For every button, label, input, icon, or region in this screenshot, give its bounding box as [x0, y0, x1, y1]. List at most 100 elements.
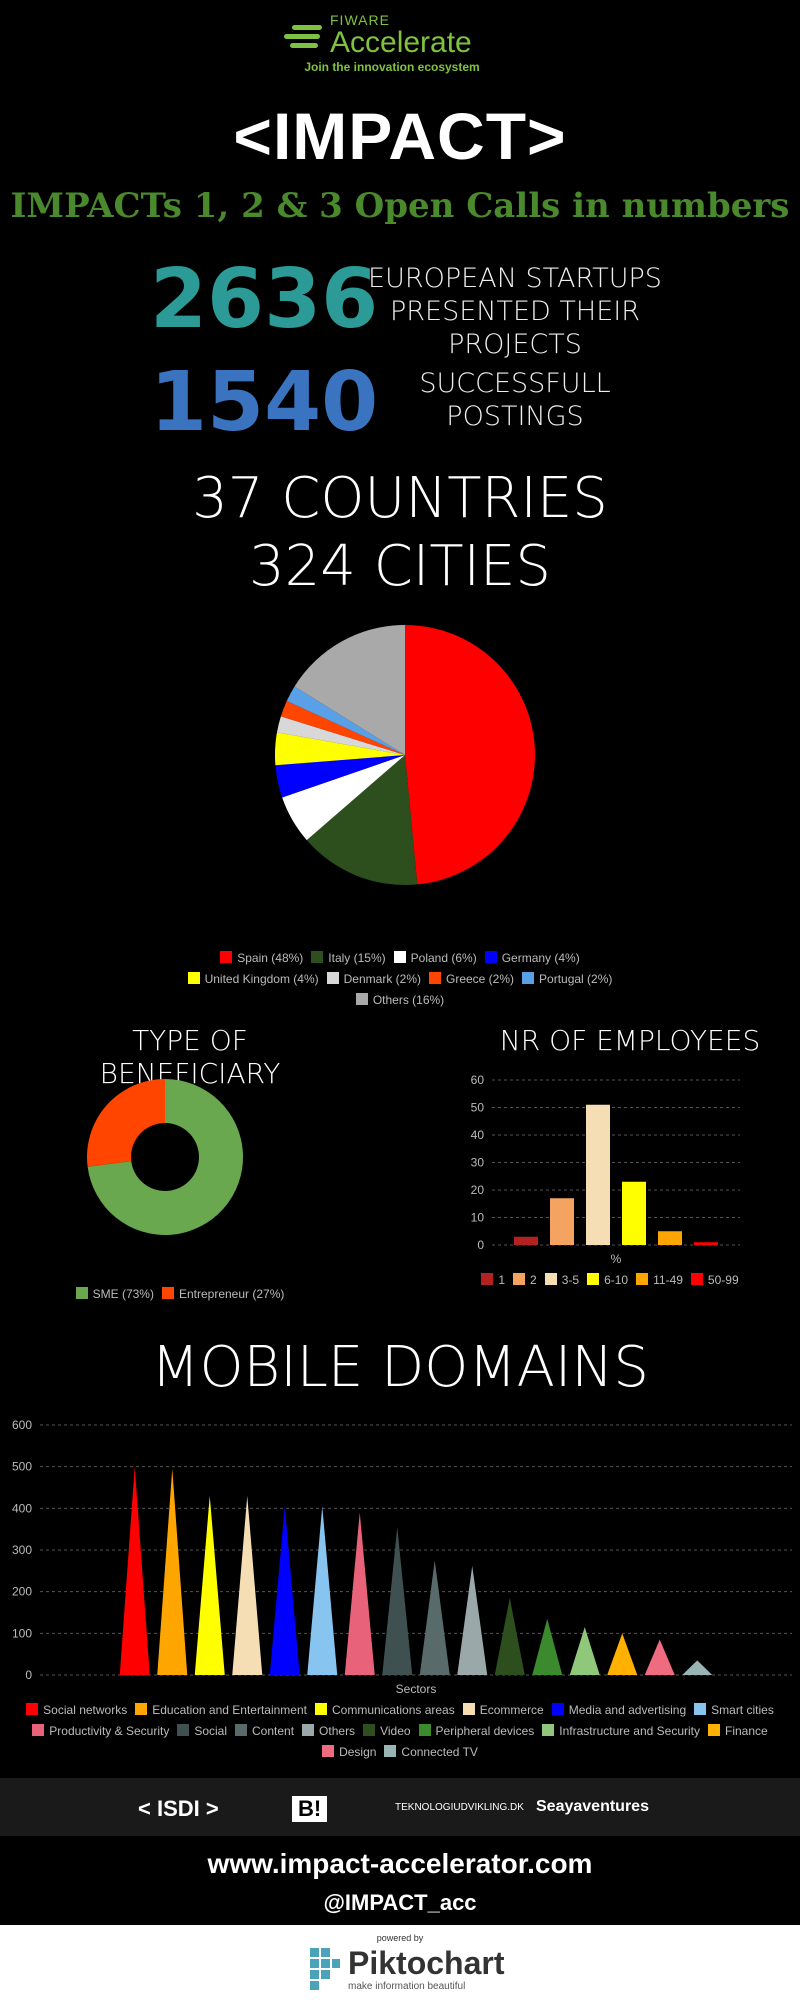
- legend-item-germany: Germany (4%): [484, 948, 580, 969]
- y-tick-label: 40: [471, 1128, 485, 1142]
- legend-label: Infrastructure and Security: [559, 1724, 700, 1738]
- legend-item-united-kingdom: United Kingdom (4%): [187, 969, 319, 990]
- mobile-domains-chart: 0 100 200 300 400 500 600 Sectors: [12, 1418, 792, 1696]
- legend-item-communications-areas: Communications areas: [315, 1700, 455, 1721]
- y-tick-label: 300: [12, 1543, 32, 1557]
- legend-item-portugal: Portugal (2%): [522, 969, 612, 990]
- legend-item-connected-tv: Connected TV: [384, 1742, 478, 1763]
- legend-swatch: [322, 1745, 335, 1757]
- sponsor-isdi: < ISDI >: [138, 1796, 219, 1821]
- x-axis-label: Sectors: [396, 1682, 437, 1696]
- legend-item-spain: Spain (48%): [220, 948, 303, 969]
- legend-label: Entrepreneur (27%): [178, 1287, 285, 1301]
- bar-design: [644, 1639, 675, 1675]
- page-title: <IMPACT>: [233, 99, 567, 173]
- bar-2: [550, 1198, 574, 1245]
- slice-italy: [306, 755, 418, 885]
- bar-connected-tv: [682, 1660, 713, 1675]
- beneficiary-donut-chart: [87, 1079, 243, 1235]
- stat-postings-label-line1: SUCCESSFULL: [419, 368, 611, 399]
- sponsors-band: [0, 1778, 800, 1836]
- legend-swatch: [177, 1724, 190, 1736]
- y-tick-label: 0: [25, 1668, 32, 1682]
- legend-label: Others: [319, 1724, 356, 1738]
- legend-swatch: [393, 951, 406, 963]
- legend-item-ecommerce: Ecommerce: [462, 1700, 544, 1721]
- bar-6-10: [622, 1181, 646, 1245]
- legend-item-education-and-entertainment: Education and Entertainment: [135, 1700, 307, 1721]
- legend-item-social: Social: [177, 1721, 227, 1742]
- legend-label: Denmark (2%): [343, 972, 421, 986]
- legend-swatch: [32, 1724, 45, 1736]
- legend-swatch: [355, 993, 368, 1005]
- legend-label: Finance: [725, 1724, 768, 1738]
- legend-label: Peripheral devices: [435, 1724, 535, 1738]
- logo-brand: FIWARE: [330, 12, 390, 28]
- legend-swatch: [418, 1724, 431, 1736]
- beneficiary-title: TYPE OF BENEFICIARY: [99, 1024, 281, 1090]
- legend-swatch: [363, 1724, 376, 1736]
- beneficiary-legend: SME (73%) Entrepreneur (27%): [30, 1284, 330, 1305]
- legend-label: Productivity & Security: [49, 1724, 170, 1738]
- legend-swatch: [311, 951, 324, 963]
- legend-item-others: Others: [302, 1721, 355, 1742]
- piktochart-logo-text[interactable]: Piktochart: [348, 1945, 505, 1981]
- legend-item-50-99: 50-99: [690, 1270, 739, 1291]
- legend-item-greece: Greece (2%): [429, 969, 514, 990]
- website-link[interactable]: www.impact-accelerator.com: [207, 1848, 593, 1879]
- y-tick-label: 600: [12, 1418, 32, 1432]
- legend-swatch: [187, 972, 200, 984]
- legend-swatch: [708, 1724, 720, 1736]
- legend-swatch: [26, 1703, 39, 1715]
- mobile-domains-legend: Social networks Education and Entertainme…: [20, 1700, 780, 1763]
- slice-poland: [282, 755, 405, 841]
- slice-germany: [275, 755, 405, 798]
- legend-label: Spain (48%): [237, 951, 304, 965]
- legend-item-italy: Italy (15%): [311, 948, 386, 969]
- legend-swatch: [220, 951, 233, 963]
- bar-finance: [607, 1633, 638, 1675]
- powered-by-label: powered by: [376, 1933, 424, 1943]
- legend-item-video: Video: [363, 1721, 411, 1742]
- sponsor-seaya: Seayaventures: [536, 1798, 649, 1815]
- legend-label: 1: [498, 1273, 506, 1287]
- bar-smart-cities: [307, 1506, 338, 1675]
- bar-11-49: [658, 1231, 682, 1245]
- countries-count: 37 COUNTRIES: [192, 466, 608, 531]
- slice-entrepreneur: [87, 1079, 165, 1167]
- piktochart-tagline: make information beautiful: [348, 1981, 466, 1992]
- legend-item-smart-cities: Smart cities: [694, 1700, 774, 1721]
- countries-pie-chart: [275, 625, 535, 885]
- bar-content: [419, 1560, 450, 1675]
- bar-productivity-security: [344, 1512, 375, 1675]
- legend-swatch: [636, 1273, 649, 1285]
- legend-swatch: [551, 1703, 564, 1715]
- y-tick-label: 400: [12, 1501, 32, 1515]
- slice-spain: [405, 625, 535, 885]
- bar-1: [514, 1236, 538, 1245]
- legend-label: Smart cities: [711, 1703, 774, 1717]
- legend-item-social-networks: Social networks: [26, 1700, 127, 1721]
- logo-tagline: Join the innovation ecosystem: [304, 60, 480, 74]
- legend-label: SME (73%): [92, 1287, 154, 1301]
- sponsor-teknologiudvikling: TEKNOLOGIUDVIKLING.DK: [395, 1802, 524, 1813]
- y-tick-label: 200: [12, 1585, 32, 1599]
- legend-item-1: 1: [481, 1270, 505, 1291]
- employees-legend: 1 2 3-5 6-10 11-49 50-99: [460, 1270, 760, 1291]
- legend-swatch: [690, 1273, 703, 1285]
- bar-3-5: [586, 1104, 610, 1245]
- legend-swatch: [484, 951, 497, 963]
- bar-peripheral-devices: [532, 1618, 563, 1675]
- legend-label: 50-99: [707, 1273, 739, 1287]
- y-tick-label: 100: [12, 1626, 32, 1640]
- legend-swatch: [384, 1745, 397, 1757]
- cities-count: 324 CITIES: [249, 534, 551, 599]
- twitter-handle[interactable]: @IMPACT_acc: [323, 1890, 477, 1915]
- employees-title: NR OF EMPLOYEES: [499, 1024, 761, 1057]
- legend-label: Ecommerce: [479, 1703, 544, 1717]
- legend-item-denmark: Denmark (2%): [326, 969, 421, 990]
- legend-item-content: Content: [235, 1721, 294, 1742]
- legend-swatch: [302, 1724, 315, 1736]
- legend-label: 6-10: [604, 1273, 629, 1287]
- y-tick-label: 30: [471, 1156, 485, 1170]
